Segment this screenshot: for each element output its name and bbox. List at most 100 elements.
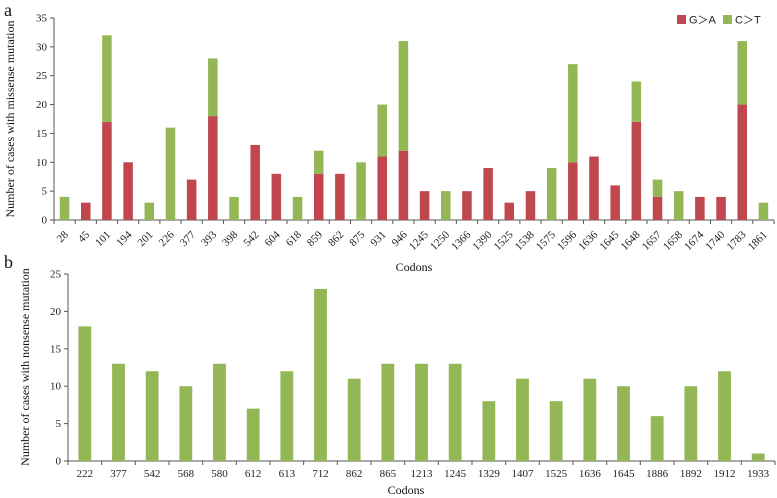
bar-nonsense-1636 — [583, 378, 597, 461]
x-tick-label: 1648 — [619, 229, 643, 253]
bar-nonsense-1213 — [415, 363, 428, 461]
x-tick-label: 865 — [380, 468, 397, 480]
x-tick-label: 398 — [220, 229, 241, 250]
x-tick-label: 1645 — [613, 468, 636, 480]
x-tick-label: 222 — [77, 468, 94, 480]
bar-g_to_a-45 — [81, 202, 91, 220]
panel-b: b Number of cases with nonsense mutation… — [4, 252, 776, 497]
bar-g_to_a-859 — [313, 173, 324, 220]
bar-c_to_t-1575 — [546, 168, 557, 220]
bar-c_to_t-28 — [59, 196, 70, 220]
bar-nonsense-568 — [179, 386, 193, 461]
x-tick-label: 542 — [241, 229, 261, 249]
bar-g_to_a-1245 — [419, 191, 430, 220]
bar-g_to_a-1740 — [716, 196, 726, 220]
x-tick-label: 712 — [312, 468, 329, 480]
x-tick-label: 862 — [346, 468, 363, 480]
bar-g_to_a-931 — [377, 156, 387, 220]
x-tick-label: 201 — [135, 229, 155, 249]
y-tick-label: 10 — [50, 381, 62, 393]
y-tick-label: 0 — [42, 215, 48, 227]
x-axis-label-a: Codons — [396, 260, 433, 274]
bar-c_to_t-226 — [165, 127, 176, 220]
bar-g_to_a-1645 — [610, 185, 620, 220]
bar-c_to_t-398 — [229, 196, 239, 220]
bar-c_to_t-393 — [208, 58, 218, 117]
bar-nonsense-542 — [145, 371, 159, 461]
y-tick-label: 20 — [36, 99, 48, 111]
y-tick-label: 25 — [36, 70, 48, 82]
x-tick-label: 1329 — [478, 468, 501, 480]
x-tick-label: 1740 — [703, 229, 727, 253]
x-tick-label: 1525 — [545, 468, 568, 480]
panel-label-b: b — [4, 252, 13, 272]
bar-g_to_a-1648 — [631, 121, 642, 220]
bar-c_to_t-101 — [102, 35, 112, 122]
y-tick-label: 25 — [50, 269, 62, 281]
bar-nonsense-1645 — [617, 386, 630, 461]
bar-g_to_a-1674 — [695, 196, 705, 220]
bar-c_to_t-1596 — [568, 64, 578, 163]
x-tick-label: 1245 — [407, 229, 431, 253]
panel-a: a Number of cases with missense mutation… — [3, 0, 775, 274]
bar-g_to_a-377 — [186, 179, 197, 220]
bar-c_to_t-946 — [398, 41, 409, 151]
y-tick-label: 15 — [36, 128, 48, 140]
legend-label-g-to-a: G＞A — [689, 15, 717, 27]
bar-c_to_t-859 — [313, 150, 324, 174]
x-tick-label: 1658 — [661, 229, 685, 253]
x-tick-label: 1674 — [682, 229, 706, 253]
x-tick-label: 101 — [93, 229, 113, 249]
bar-g_to_a-194 — [123, 162, 133, 220]
x-tick-label: 542 — [144, 468, 161, 480]
bar-c_to_t-618 — [292, 196, 303, 220]
bar-nonsense-1525 — [549, 401, 563, 461]
y-tick-label: 0 — [56, 456, 62, 468]
x-tick-label: 1886 — [646, 468, 669, 480]
y-tick-label: 5 — [56, 418, 62, 430]
x-axis-label-b: Codons — [388, 483, 425, 497]
x-tick-label: 226 — [157, 229, 178, 250]
bar-nonsense-377 — [112, 363, 125, 461]
x-tick-label: 1525 — [492, 229, 516, 253]
x-tick-label: 1245 — [444, 468, 467, 480]
bar-g_to_a-1390 — [483, 168, 493, 220]
x-tick-label: 931 — [368, 229, 388, 249]
bar-g_to_a-1366 — [462, 191, 472, 220]
legend-label-c-to-t: C＞T — [735, 15, 761, 27]
x-tick-label: 1250 — [428, 229, 452, 253]
x-tick-label: 393 — [199, 229, 220, 250]
bar-nonsense-1329 — [482, 401, 496, 461]
x-tick-label: 28 — [55, 229, 72, 246]
bar-g_to_a-1657 — [652, 196, 663, 220]
legend-swatch-g-to-a — [677, 15, 686, 24]
x-tick-label: 45 — [76, 229, 93, 246]
bar-g_to_a-1538 — [525, 191, 536, 220]
bar-g_to_a-1783 — [737, 104, 747, 220]
bar-nonsense-612 — [246, 408, 260, 461]
bar-c_to_t-201 — [144, 202, 155, 220]
x-tick-label: 1783 — [725, 229, 749, 253]
bar-nonsense-580 — [213, 363, 226, 461]
legend-a: G＞A C＞T — [677, 15, 761, 27]
bar-c_to_t-1657 — [652, 179, 663, 197]
bar-g_to_a-946 — [398, 150, 409, 220]
x-tick-label: 1657 — [640, 229, 664, 253]
x-tick-label: 875 — [347, 229, 368, 250]
bar-nonsense-712 — [314, 288, 327, 461]
y-axis-label-b: Number of cases with nonsense mutation — [18, 268, 32, 466]
bar-c_to_t-1783 — [737, 41, 747, 105]
bar-g_to_a-862 — [335, 173, 345, 220]
bar-nonsense-222 — [78, 326, 92, 461]
bar-c_to_t-875 — [356, 162, 366, 220]
y-tick-label: 15 — [50, 343, 62, 355]
x-tick-label: 613 — [279, 468, 296, 480]
y-tick-label: 30 — [36, 41, 48, 53]
x-tick-label: 568 — [178, 468, 195, 480]
bar-g_to_a-1525 — [504, 202, 515, 220]
bar-c_to_t-1861 — [758, 202, 769, 220]
bar-c_to_t-1658 — [673, 191, 684, 220]
y-tick-label: 10 — [36, 157, 48, 169]
bar-nonsense-865 — [381, 363, 395, 461]
